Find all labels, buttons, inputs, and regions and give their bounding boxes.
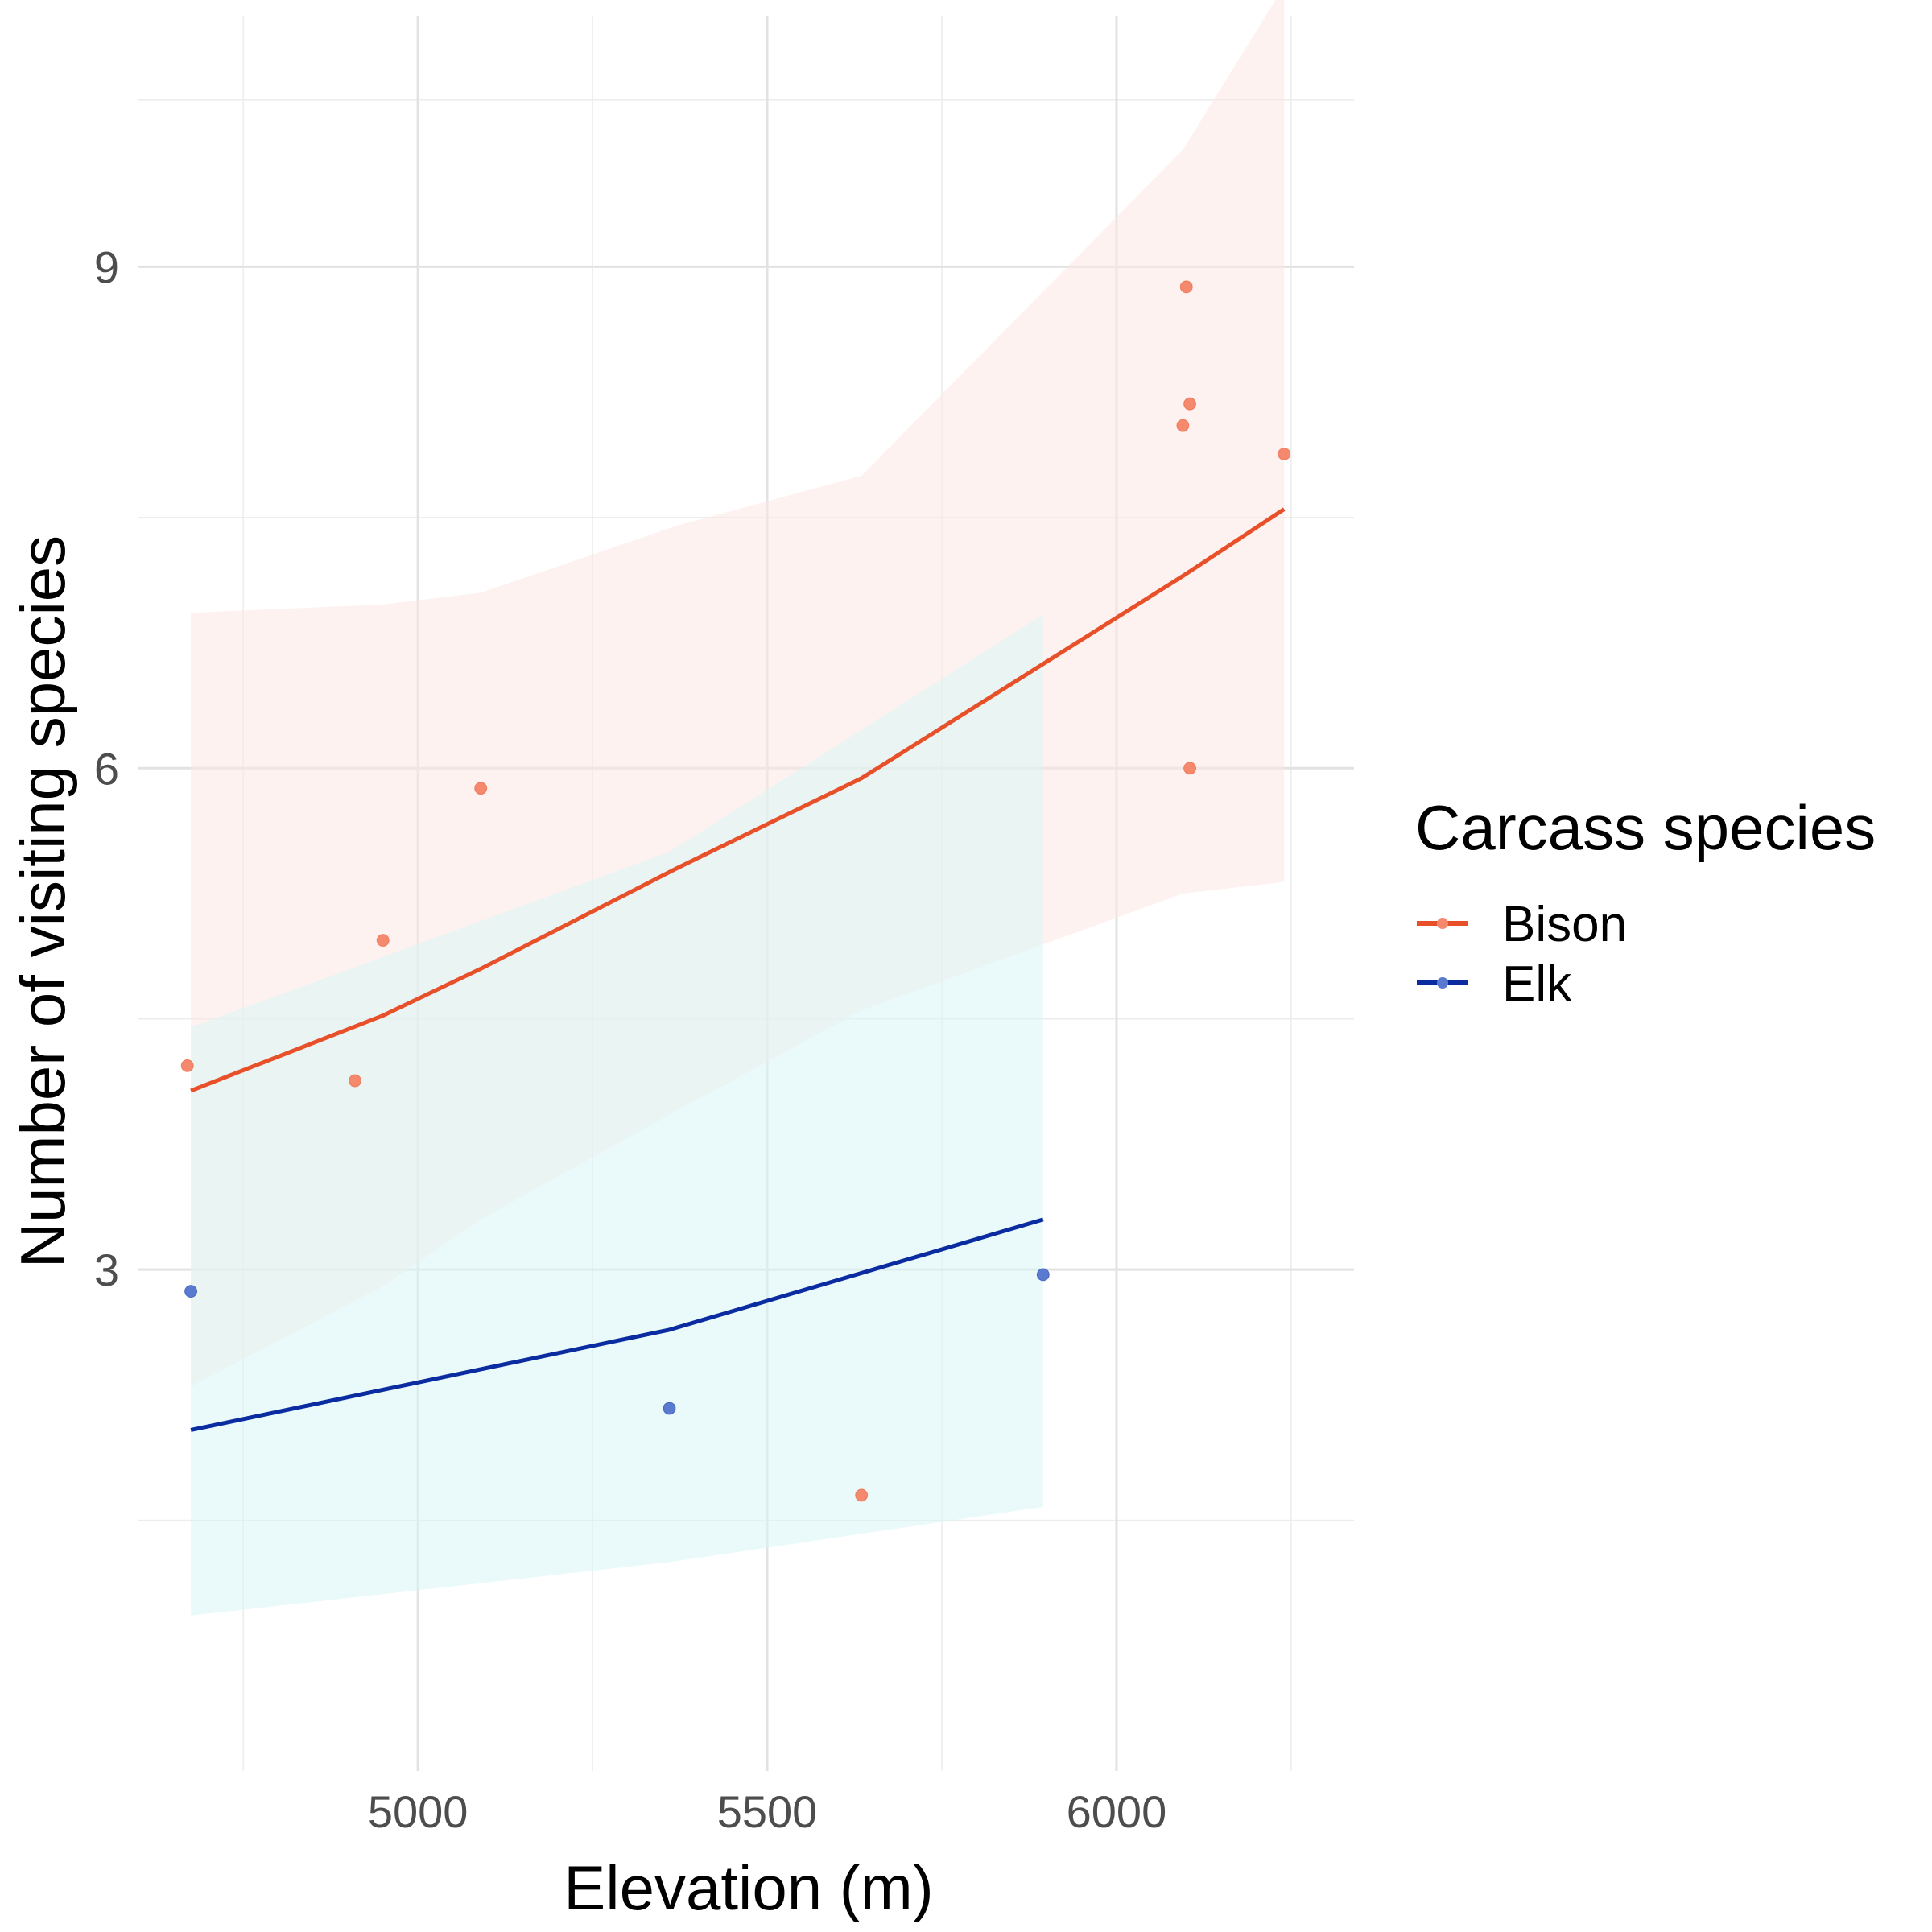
bison-point-2 (376, 934, 390, 947)
bison-point-7 (1183, 397, 1197, 411)
bison-point-6 (1179, 280, 1193, 294)
bison-point-0 (180, 1059, 194, 1072)
y-axis-title: Number of visiting species (7, 535, 78, 1268)
bison-point-8 (1183, 762, 1197, 775)
legend-elk-label: Elk (1502, 956, 1572, 1012)
bison-point-5 (1176, 419, 1190, 432)
x-axis-title: Elevation (m) (564, 1852, 933, 1923)
data-points (180, 280, 1291, 1502)
legend-title: Carcass species (1415, 792, 1876, 863)
bison-point-9 (1278, 447, 1291, 460)
x-tick-label-2: 6000 (1067, 1786, 1167, 1837)
legend-elk-marker (1437, 977, 1448, 989)
elk-confidence-ribbon (191, 614, 1043, 1616)
legend-bison-marker (1437, 918, 1448, 929)
elk-point-1 (663, 1402, 676, 1415)
y-tick-label-2: 9 (94, 242, 119, 292)
bison-point-4 (855, 1488, 869, 1502)
elk-point-2 (1036, 1268, 1050, 1282)
fit-lines (190, 507, 1286, 1432)
confidence-ribbons (191, 0, 1285, 1616)
x-tick-label-0: 5000 (368, 1786, 469, 1837)
y-tick-labels: 3 6 9 (94, 242, 119, 1295)
x-tick-labels: 5000 5500 6000 (368, 1786, 1166, 1837)
bison-fit-line (190, 507, 1286, 1093)
elk-fit-line (190, 1217, 1044, 1432)
legend-bison-label: Bison (1502, 897, 1627, 952)
bison-point-1 (349, 1074, 362, 1088)
y-tick-label-1: 6 (94, 743, 119, 794)
y-tick-label-0: 3 (94, 1245, 119, 1295)
x-tick-label-1: 5500 (717, 1786, 818, 1837)
elk-point-0 (184, 1285, 198, 1298)
bison-point-3 (474, 782, 488, 795)
